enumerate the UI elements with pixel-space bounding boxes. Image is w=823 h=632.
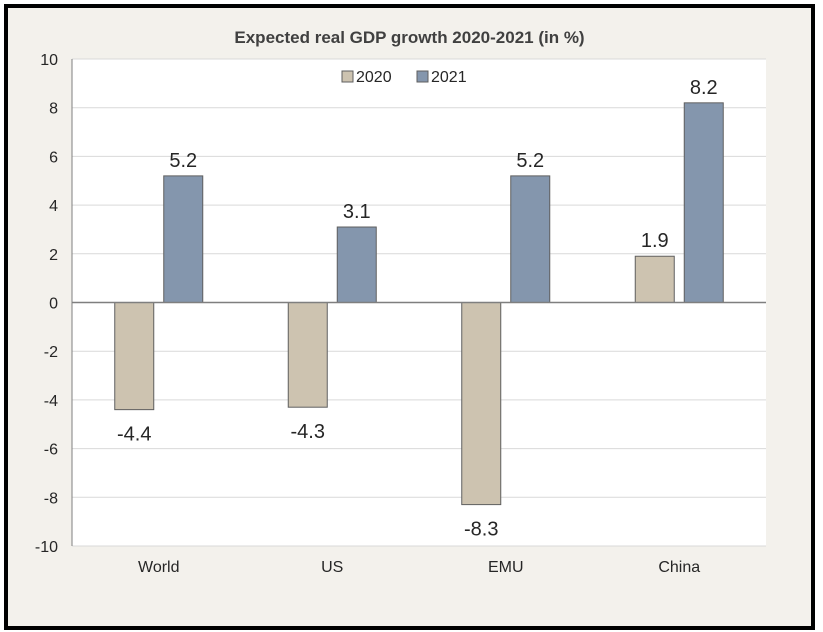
x-tick-label: EMU xyxy=(488,559,524,576)
y-tick-label: -8 xyxy=(44,490,58,507)
bar-2021-world xyxy=(163,175,204,304)
bar-2021-us xyxy=(336,226,377,303)
legend-swatch-2021 xyxy=(416,70,429,83)
y-tick-label: -2 xyxy=(44,344,58,361)
legend-label: 2021 xyxy=(431,69,467,86)
y-tick-label: 8 xyxy=(49,101,58,118)
legend-label: 2020 xyxy=(356,69,392,86)
bar-2021-china xyxy=(683,102,724,303)
y-tick-label: -10 xyxy=(35,539,58,556)
y-tick-label: 6 xyxy=(49,149,58,166)
data-label: -4.3 xyxy=(291,421,325,443)
chart-title: Expected real GDP growth 2020-2021 (in %… xyxy=(234,28,585,47)
x-tick-label: China xyxy=(658,559,700,576)
y-tick-label: 0 xyxy=(49,296,58,313)
bar-2020-us xyxy=(287,302,328,408)
y-tick-label: 2 xyxy=(49,247,58,264)
bar-2020-emu xyxy=(461,302,502,506)
data-label: 5.2 xyxy=(169,150,197,172)
x-tick-label: World xyxy=(138,559,180,576)
bar-2021-emu xyxy=(510,175,551,304)
data-label: 8.2 xyxy=(690,77,718,99)
bar-2020-china xyxy=(634,255,675,303)
y-tick-label: -4 xyxy=(44,393,58,410)
bar-2020-world xyxy=(114,302,155,411)
data-label: 1.9 xyxy=(641,230,669,252)
y-tick-label: -6 xyxy=(44,442,58,459)
data-label: 3.1 xyxy=(343,201,371,223)
x-tick-label: US xyxy=(321,559,343,576)
y-tick-label: 4 xyxy=(49,198,58,215)
data-label: -4.4 xyxy=(117,424,151,446)
legend: 2020 2021 xyxy=(341,69,467,86)
y-tick-label: 10 xyxy=(40,52,58,69)
data-label: 5.2 xyxy=(516,150,544,172)
legend-swatch-2020 xyxy=(341,70,354,83)
data-label: -8.3 xyxy=(464,519,498,541)
